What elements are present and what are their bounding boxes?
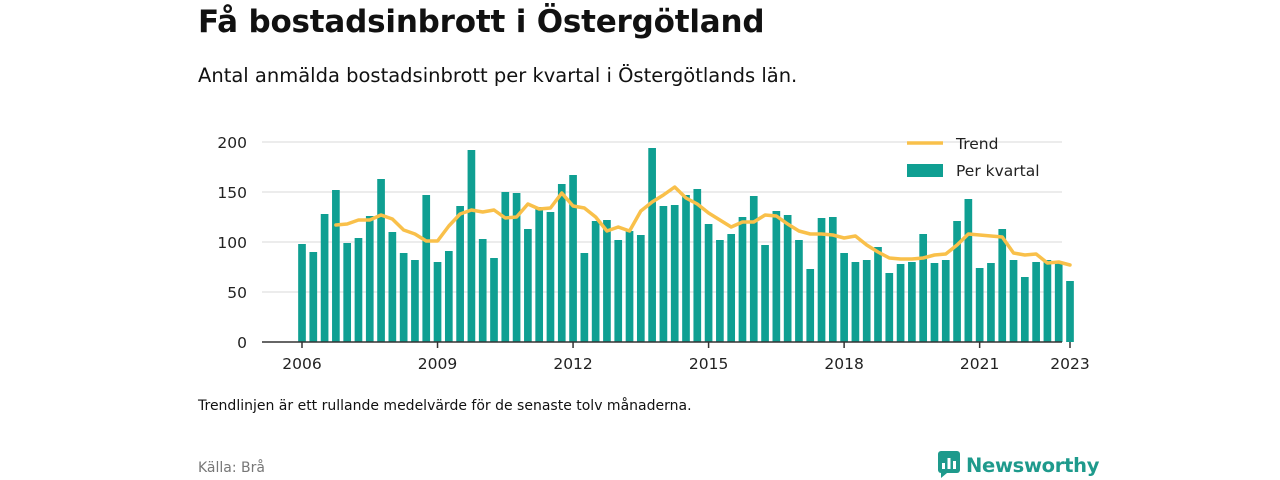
bar: [365, 216, 374, 342]
bar: [840, 253, 848, 342]
x-tick-label: 2021: [960, 355, 999, 373]
bar: [636, 235, 645, 342]
bar: [795, 240, 803, 342]
y-tick-label: 0: [237, 334, 247, 352]
bar: [478, 239, 487, 342]
bar: [1009, 260, 1018, 342]
bar: [1054, 262, 1063, 342]
x-tick-label: 2009: [418, 355, 457, 373]
bar: [806, 269, 815, 342]
legend: Trend Per kvartal: [907, 135, 1040, 180]
x-tick-label: 2018: [824, 355, 863, 373]
bar: [919, 234, 928, 342]
bar: [309, 252, 318, 342]
x-axis: 2006 2009 2012 2015 2018 2021 2023: [262, 341, 1090, 373]
chart-svg: 0 50 100 150 200 2006 2009 2012 2015 2018 2021 202…: [217, 134, 1090, 373]
bar: [1032, 262, 1040, 342]
bar: [512, 193, 521, 342]
bar: [625, 231, 634, 342]
newsworthy-logo-icon: [938, 451, 960, 478]
chart-subtitle: Antal anmälda bostadsinbrott per kvartal…: [198, 64, 798, 87]
bar: [930, 263, 939, 342]
bar: [828, 217, 837, 342]
bar: [1043, 260, 1052, 342]
bar: [444, 251, 453, 342]
bar: [490, 258, 498, 342]
bar: [388, 232, 397, 342]
bar: [580, 253, 589, 342]
legend-trend-label: Trend: [955, 135, 998, 153]
bar: [535, 207, 544, 342]
bar: [975, 268, 984, 342]
bar: [399, 253, 408, 342]
trend-series: [334, 185, 1072, 267]
brand-name: Newsworthy: [966, 453, 1100, 477]
bar: [998, 229, 1007, 342]
bar: [659, 206, 668, 342]
bar: [411, 260, 419, 342]
x-tick-label: 2015: [689, 355, 728, 373]
bar: [704, 224, 713, 342]
bar: [783, 215, 792, 342]
bar: [908, 262, 916, 342]
bar: [546, 212, 555, 342]
bar: [749, 196, 758, 342]
source-label: Källa: Brå: [198, 460, 265, 476]
bar: [738, 217, 747, 342]
bar: [874, 247, 882, 342]
bar: [456, 206, 464, 342]
bar: [727, 234, 736, 342]
bar: [422, 195, 431, 342]
bar: [987, 263, 995, 342]
legend-bar-swatch: [907, 164, 943, 177]
y-tick-label: 50: [227, 284, 247, 302]
bar: [964, 199, 973, 342]
brand-logo[interactable]: Newsworthy: [938, 450, 1099, 480]
bar: [298, 244, 306, 342]
bar: [557, 184, 566, 342]
y-tick-label: 150: [217, 184, 247, 202]
bar: [354, 238, 363, 342]
bar: [591, 221, 600, 342]
bar: [320, 214, 329, 342]
bar: [501, 192, 510, 342]
bar: [670, 205, 679, 342]
bar: [614, 240, 623, 342]
bar: [885, 273, 894, 342]
x-tick-label: 2006: [282, 355, 321, 373]
bar: [569, 175, 577, 342]
bar: [862, 260, 871, 342]
bar: [332, 190, 340, 342]
bar: [603, 220, 611, 342]
y-axis: 0 50 100 150 200: [217, 134, 247, 352]
trend-line: [334, 185, 1072, 267]
x-tick-label: 2012: [553, 355, 592, 373]
bar: [648, 148, 656, 342]
bar: [693, 189, 702, 342]
bar: [1020, 277, 1029, 342]
y-tick-label: 100: [217, 234, 247, 252]
bar: [772, 211, 781, 342]
legend-bar-label: Per kvartal: [956, 162, 1040, 180]
bar: [817, 218, 826, 342]
bar: [1066, 281, 1074, 342]
x-tick-label: 2023: [1050, 355, 1089, 373]
bar: [682, 195, 690, 342]
bar-series: [298, 148, 1074, 342]
bar: [941, 260, 950, 342]
bar: [761, 245, 769, 342]
bar: [716, 240, 724, 342]
chart-title: Få bostadsinbrott i Östergötland: [198, 4, 765, 40]
bar: [953, 221, 961, 342]
bar: [851, 262, 860, 342]
bar: [433, 262, 442, 342]
bar: [524, 229, 532, 342]
bar: [896, 264, 905, 342]
bar: [343, 243, 352, 342]
bar: [377, 179, 385, 342]
y-tick-label: 200: [217, 134, 247, 152]
footnote: Trendlinjen är ett rullande medelvärde f…: [198, 398, 692, 414]
bar: [467, 150, 476, 342]
